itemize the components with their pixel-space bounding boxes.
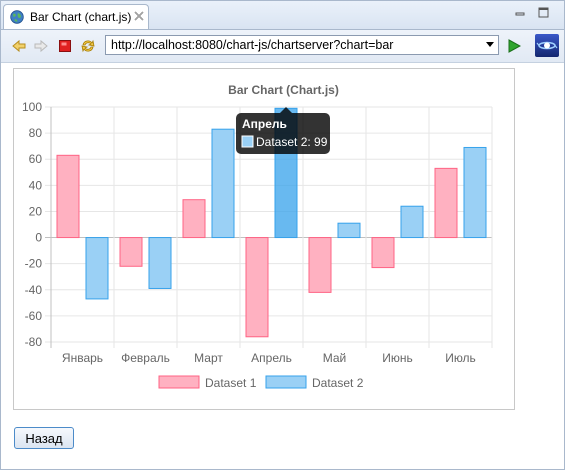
bar-1-6 (434, 167, 458, 239)
tab-bar: Bar Chart (chart.js) (1, 1, 564, 30)
go-icon[interactable] (507, 38, 521, 54)
url-input[interactable]: http://localhost:8080/chart-js/chartserv… (105, 35, 499, 55)
x-tick-label: Март (194, 351, 223, 365)
bar-1-1 (119, 237, 143, 267)
back-arrow-icon[interactable] (11, 38, 27, 54)
app-launcher-icon[interactable] (535, 34, 559, 57)
y-tick-label: -80 (25, 335, 43, 349)
bar-1-5 (371, 237, 395, 269)
legend-label-2: Dataset 2 (312, 376, 364, 390)
legend-swatch-1 (158, 375, 200, 389)
tab-bar-chart[interactable]: Bar Chart (chart.js) (3, 4, 149, 29)
x-tick-label: Февраль (121, 351, 170, 365)
y-tick-label: 60 (29, 152, 43, 166)
y-tick-label: -20 (25, 257, 43, 271)
tooltip-label: Dataset 2: 99 (256, 135, 328, 149)
bar-2-1 (148, 237, 172, 289)
url-text: http://localhost:8080/chart-js/chartserv… (111, 38, 394, 52)
legend-label-1: Dataset 1 (205, 376, 257, 390)
chart-panel: Bar Chart (Chart.js) -80 -60 -40 -20 0 20 40 60 8… (13, 68, 515, 410)
chevron-down-icon[interactable] (486, 42, 494, 48)
bar-2-5 (400, 205, 424, 239)
bar-2-6 (463, 146, 487, 239)
minimize-icon[interactable] (515, 9, 525, 19)
chart-title: Bar Chart (Chart.js) (228, 83, 339, 97)
tooltip-title: Апрель (242, 117, 287, 131)
back-button[interactable]: Назад (14, 427, 74, 449)
forward-arrow-icon[interactable] (33, 38, 49, 54)
y-tick-label: 20 (29, 204, 43, 218)
bar-chart: Bar Chart (Chart.js) -80 -60 -40 -20 0 20 40 60 8… (22, 83, 493, 390)
x-tick-label: Апрель (251, 351, 292, 365)
bar-1-3 (245, 237, 269, 338)
x-tick-label: Июль (445, 351, 476, 365)
y-tick-label: 40 (29, 178, 43, 192)
tooltip-box (236, 113, 330, 154)
x-tick-label: Май (323, 351, 347, 365)
bar-2-4 (337, 222, 361, 239)
refresh-icon[interactable] (80, 38, 96, 54)
y-tick-label: 80 (29, 126, 43, 140)
tooltip-caret (280, 107, 292, 113)
bar-2-0 (85, 237, 109, 300)
y-tick-label: -40 (25, 283, 43, 297)
bar-1-4 (308, 237, 332, 293)
page-content: Bar Chart (Chart.js) -80 -60 -40 -20 0 20 40 60 8… (1, 63, 564, 469)
y-tick-label: 100 (22, 100, 42, 114)
stop-icon[interactable] (57, 38, 73, 54)
y-tick-label: 0 (35, 231, 42, 245)
tooltip-swatch (241, 135, 254, 148)
bar-1-2 (182, 199, 206, 239)
x-tick-label: Январь (62, 351, 103, 365)
y-tick-label: -60 (25, 309, 43, 323)
legend-swatch-2 (265, 375, 307, 389)
bar-1-0 (56, 154, 80, 239)
maximize-icon[interactable] (538, 7, 549, 18)
bar-2-2 (211, 128, 235, 239)
close-icon[interactable] (134, 11, 144, 21)
x-tick-label: Июнь (382, 351, 413, 365)
browser-toolbar: http://localhost:8080/chart-js/chartserv… (1, 30, 564, 63)
globe-icon (10, 10, 24, 24)
tab-title: Bar Chart (chart.js) (30, 10, 132, 24)
